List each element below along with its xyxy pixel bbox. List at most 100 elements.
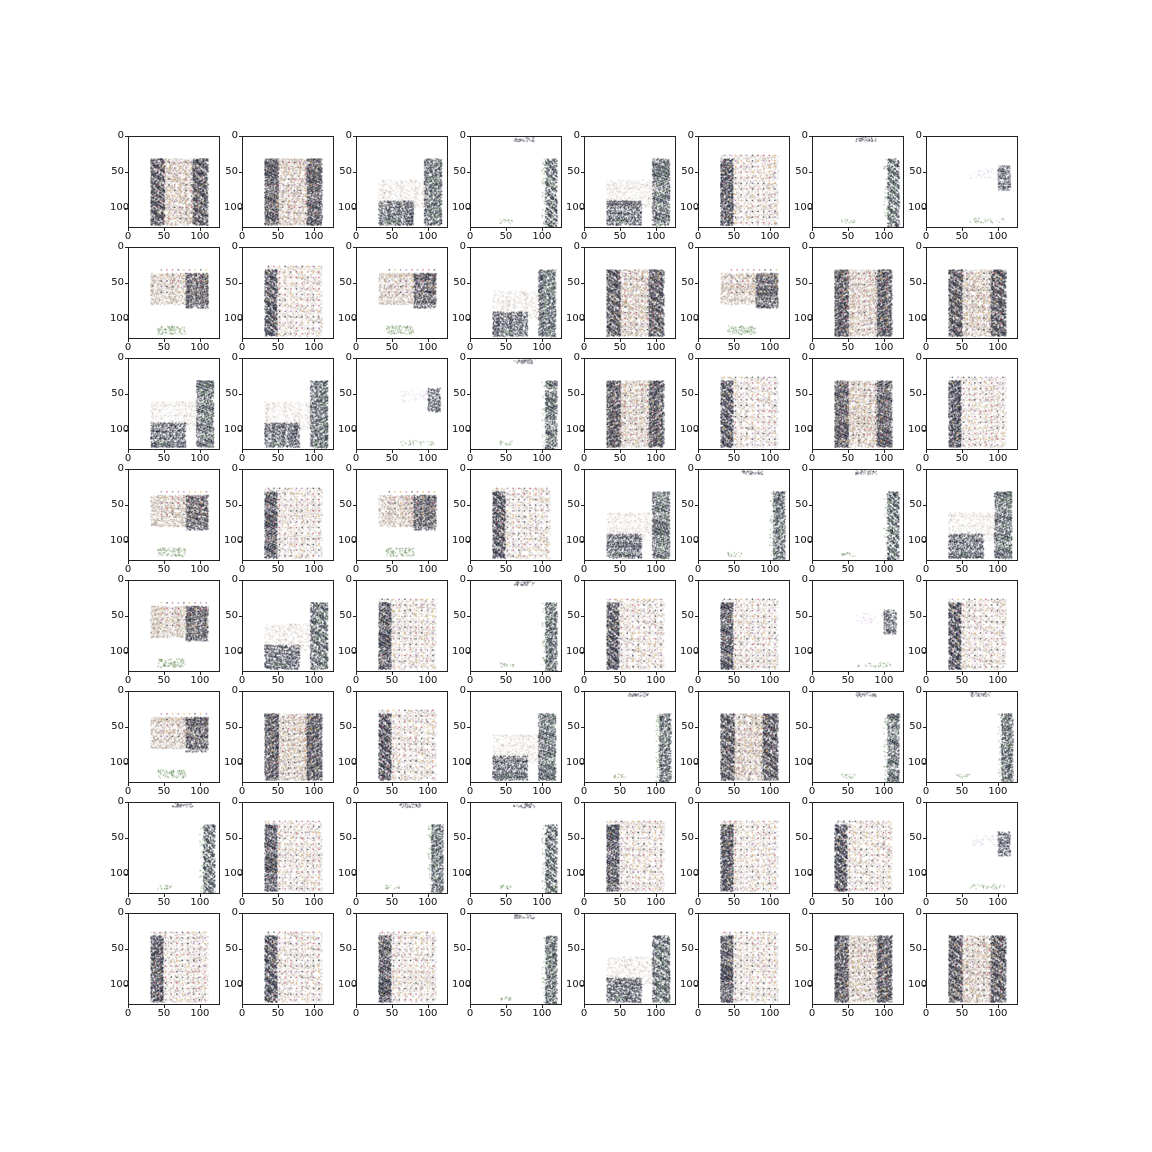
y-tick-label: 50 bbox=[567, 609, 580, 621]
x-tick-label: 100 bbox=[190, 453, 210, 464]
x-tick-label: 0 bbox=[694, 675, 702, 686]
y-tick-mark bbox=[923, 358, 926, 359]
x-tick-mark bbox=[356, 783, 357, 786]
x-tick-mark bbox=[128, 672, 129, 675]
y-tick-mark bbox=[125, 651, 128, 653]
panel-image bbox=[812, 136, 904, 228]
x-tick-mark bbox=[698, 672, 699, 675]
y-tick-mark bbox=[581, 984, 584, 986]
x-tick-mark bbox=[698, 228, 699, 231]
x-tick-mark bbox=[242, 450, 243, 453]
x-tick-mark bbox=[812, 339, 813, 342]
generated-sample bbox=[129, 248, 219, 338]
x-tick-label: 0 bbox=[352, 342, 360, 353]
y-tick-label: 50 bbox=[909, 498, 922, 510]
y-tick-mark bbox=[467, 358, 470, 359]
y-tick-mark bbox=[467, 207, 470, 209]
y-tick-label: 100 bbox=[338, 645, 358, 657]
x-tick-label: 50 bbox=[271, 564, 285, 575]
y-tick-label: 100 bbox=[794, 201, 814, 213]
y-tick-label: 100 bbox=[110, 534, 130, 546]
x-tick-mark bbox=[926, 450, 927, 453]
y-tick-mark bbox=[695, 136, 698, 137]
image-panel: 0 50 100 0 50 100 bbox=[452, 464, 580, 579]
y-tick-mark bbox=[695, 318, 698, 320]
x-tick-mark bbox=[277, 450, 279, 453]
y-tick-label: 100 bbox=[794, 312, 814, 324]
x-tick-label: 0 bbox=[694, 1008, 702, 1019]
x-tick-label: 50 bbox=[613, 453, 627, 464]
x-tick-mark bbox=[391, 561, 393, 564]
y-tick-label: 100 bbox=[566, 756, 586, 768]
panel-image bbox=[698, 358, 790, 450]
y-tick-label: 100 bbox=[680, 201, 700, 213]
image-panel: 0 50 100 0 50 100 bbox=[908, 797, 1036, 912]
x-tick-mark bbox=[812, 783, 813, 786]
y-tick-label: 100 bbox=[224, 756, 244, 768]
x-tick-label: 0 bbox=[352, 897, 360, 908]
x-tick-label: 0 bbox=[466, 342, 474, 353]
x-tick-label: 0 bbox=[580, 564, 588, 575]
generated-sample bbox=[813, 581, 903, 671]
generated-sample bbox=[471, 137, 561, 227]
y-tick-mark bbox=[923, 651, 926, 653]
x-tick-label: 50 bbox=[157, 564, 171, 575]
y-tick-mark bbox=[923, 948, 926, 950]
y-tick-label: 100 bbox=[224, 201, 244, 213]
x-tick-mark bbox=[163, 450, 165, 453]
y-tick-label: 0 bbox=[117, 241, 124, 252]
x-tick-mark bbox=[128, 783, 129, 786]
y-tick-label: 0 bbox=[573, 463, 580, 474]
x-tick-mark bbox=[356, 339, 357, 342]
x-tick-label: 0 bbox=[694, 564, 702, 575]
y-tick-label: 100 bbox=[338, 867, 358, 879]
image-panel: 0 50 100 0 50 100 bbox=[452, 353, 580, 468]
y-tick-mark bbox=[809, 429, 812, 431]
x-tick-label: 50 bbox=[727, 342, 741, 353]
x-tick-mark bbox=[655, 450, 657, 453]
panel-image bbox=[584, 691, 676, 783]
x-tick-label: 50 bbox=[727, 1008, 741, 1019]
y-tick-label: 100 bbox=[452, 978, 472, 990]
y-tick-mark bbox=[923, 837, 926, 839]
y-tick-mark bbox=[581, 651, 584, 653]
generated-sample bbox=[813, 692, 903, 782]
x-tick-label: 100 bbox=[760, 231, 780, 242]
x-tick-mark bbox=[427, 1005, 429, 1008]
x-tick-label: 0 bbox=[694, 786, 702, 797]
image-panel: 0 50 100 0 50 100 bbox=[680, 242, 808, 357]
y-tick-label: 100 bbox=[794, 645, 814, 657]
x-tick-mark bbox=[926, 339, 927, 342]
y-tick-label: 100 bbox=[680, 756, 700, 768]
x-tick-mark bbox=[733, 561, 735, 564]
x-tick-label: 100 bbox=[760, 453, 780, 464]
x-tick-mark bbox=[541, 228, 543, 231]
x-tick-label: 0 bbox=[352, 675, 360, 686]
panel-image bbox=[926, 580, 1018, 672]
x-tick-label: 50 bbox=[955, 231, 969, 242]
y-tick-label: 100 bbox=[224, 534, 244, 546]
x-tick-mark bbox=[427, 894, 429, 897]
y-tick-mark bbox=[239, 282, 242, 284]
y-tick-mark bbox=[809, 393, 812, 395]
x-tick-mark bbox=[847, 894, 849, 897]
x-tick-label: 100 bbox=[304, 453, 324, 464]
y-tick-label: 50 bbox=[567, 498, 580, 510]
x-tick-label: 0 bbox=[238, 231, 246, 242]
panel-image bbox=[812, 913, 904, 1005]
panel-image bbox=[698, 469, 790, 561]
y-tick-label: 50 bbox=[681, 276, 694, 288]
image-panel: 0 50 100 0 50 100 bbox=[338, 353, 466, 468]
x-tick-label: 100 bbox=[988, 786, 1008, 797]
x-tick-label: 50 bbox=[499, 453, 513, 464]
generated-sample bbox=[813, 359, 903, 449]
y-tick-label: 100 bbox=[338, 756, 358, 768]
generated-sample bbox=[927, 359, 1017, 449]
x-tick-mark bbox=[128, 228, 129, 231]
x-tick-mark bbox=[733, 450, 735, 453]
panel-image bbox=[470, 247, 562, 339]
x-tick-mark bbox=[356, 894, 357, 897]
image-panel: 0 50 100 0 50 100 bbox=[680, 575, 808, 690]
x-tick-label: 0 bbox=[466, 564, 474, 575]
generated-sample bbox=[927, 692, 1017, 782]
